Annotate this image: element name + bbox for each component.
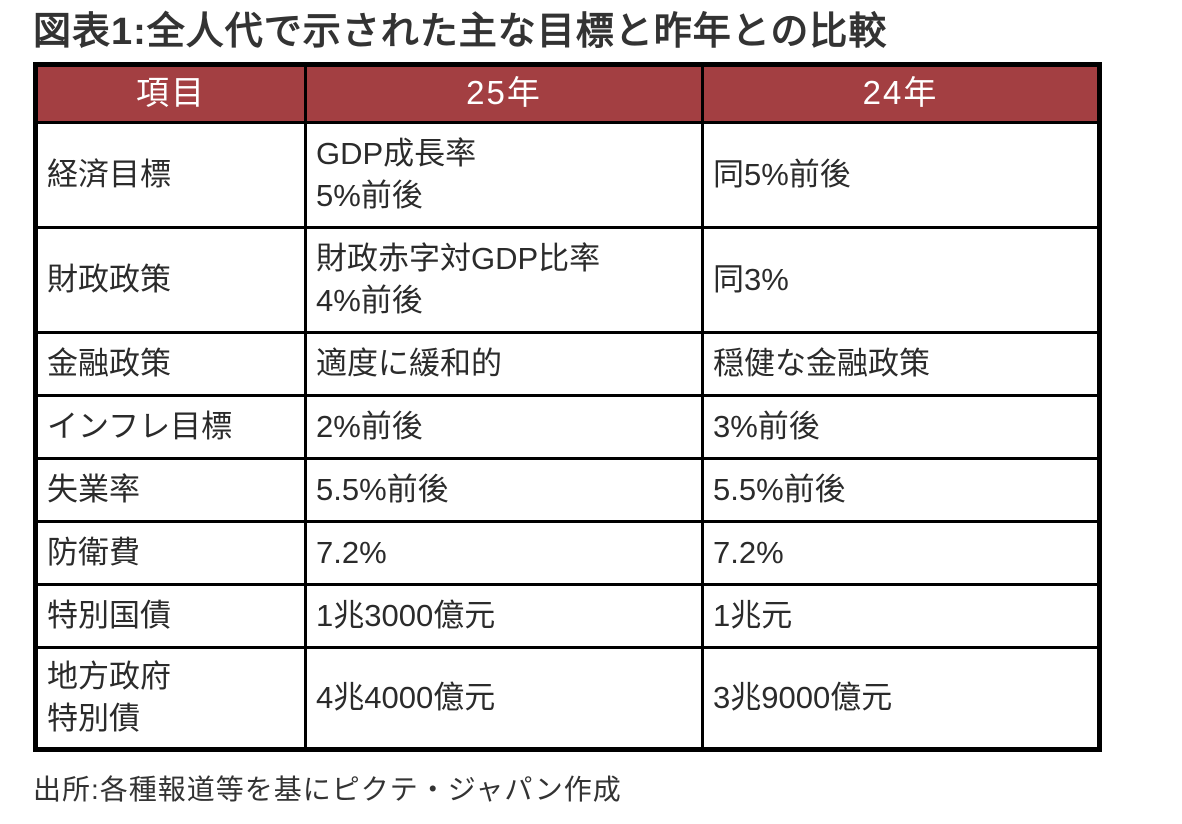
table-row: 特別国債 1兆3000億元 1兆元 — [34, 582, 1101, 649]
item-cell: 地方政府 特別債 — [34, 645, 307, 751]
item-cell: 財政政策 — [34, 225, 307, 334]
item-cell: 特別国債 — [34, 582, 307, 649]
y25-cell: 4兆4000億元 — [304, 645, 704, 751]
y25-cell: 7.2% — [304, 519, 704, 586]
y25-cell: 2%前後 — [304, 393, 704, 460]
item-cell: 失業率 — [34, 456, 307, 523]
y24-cell: 7.2% — [701, 519, 1101, 586]
y25-cell: 適度に緩和的 — [304, 330, 704, 397]
page-title: 図表1:全人代で示された主な目標と昨年との比較 — [33, 11, 888, 53]
item-cell: 金融政策 — [34, 330, 307, 397]
table-row: 経済目標 GDP成長率 5%前後 同5%前後 — [34, 120, 1101, 229]
y24-cell: 1兆元 — [701, 582, 1101, 649]
y25-cell: 5.5%前後 — [304, 456, 704, 523]
y24-cell: 穏健な金融政策 — [701, 330, 1101, 397]
table-row: 地方政府 特別債 4兆4000億元 3兆9000億元 — [34, 645, 1101, 751]
table-body: 経済目標 GDP成長率 5%前後 同5%前後 財政政策 財政赤字対GDP比率 4… — [34, 120, 1101, 751]
table-header-row: 項目 25年 24年 — [34, 62, 1101, 124]
table-row: 金融政策 適度に緩和的 穏健な金融政策 — [34, 330, 1101, 397]
y24-cell: 同5%前後 — [701, 120, 1101, 229]
header-year-2025: 25年 — [304, 62, 704, 124]
y24-cell: 3兆9000億元 — [701, 645, 1101, 751]
header-year-2024: 24年 — [701, 62, 1101, 124]
y25-cell: GDP成長率 5%前後 — [304, 120, 704, 229]
table-row: 失業率 5.5%前後 5.5%前後 — [34, 456, 1101, 523]
table-header: 項目 25年 24年 — [34, 62, 1101, 124]
comparison-table: 項目 25年 24年 経済目標 GDP成長率 5%前後 同5%前後 財政政策 財… — [33, 61, 1102, 752]
y24-cell: 同3% — [701, 225, 1101, 334]
table-row: 防衛費 7.2% 7.2% — [34, 519, 1101, 586]
y24-cell: 5.5%前後 — [701, 456, 1101, 523]
item-cell: インフレ目標 — [34, 393, 307, 460]
table-row: インフレ目標 2%前後 3%前後 — [34, 393, 1101, 460]
y25-cell: 1兆3000億元 — [304, 582, 704, 649]
table-row: 財政政策 財政赤字対GDP比率 4%前後 同3% — [34, 225, 1101, 334]
source-note: 出所:各種報道等を基にピクテ・ジャパン作成 — [33, 773, 622, 805]
item-cell: 経済目標 — [34, 120, 307, 229]
item-cell: 防衛費 — [34, 519, 307, 586]
y24-cell: 3%前後 — [701, 393, 1101, 460]
y25-cell: 財政赤字対GDP比率 4%前後 — [304, 225, 704, 334]
header-item: 項目 — [34, 62, 307, 124]
